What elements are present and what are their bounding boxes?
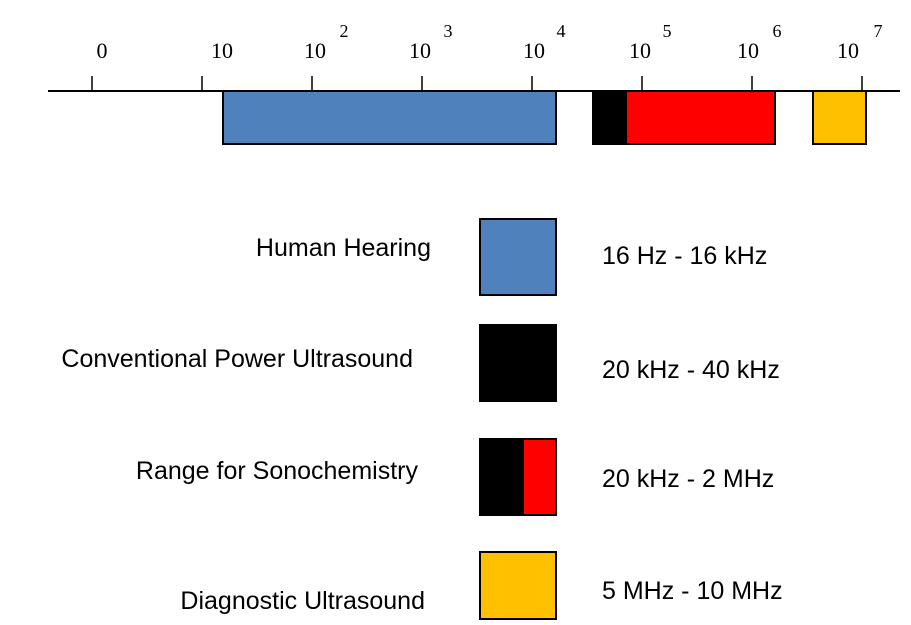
legend-range-human-hearing: 16 Hz - 16 kHz xyxy=(602,242,767,270)
axis-tick-labels: 0 10 10 2 10 3 10 4 10 5 10 6 10 7 xyxy=(97,21,883,63)
legend-swatch-power-ultrasound xyxy=(479,324,557,402)
tick-label-base: 10 xyxy=(409,38,431,63)
axis-ticks xyxy=(91,76,863,91)
tick-label-exponent: 3 xyxy=(444,21,453,41)
human-hearing-bar xyxy=(222,90,557,145)
legend: Human Hearing 16 Hz - 16 kHz Conventiona… xyxy=(61,218,783,620)
legend-label-diagnostic: Diagnostic Ultrasound xyxy=(180,587,425,615)
legend-label-sonochemistry: Range for Sonochemistry xyxy=(136,457,419,485)
legend-swatch-diagnostic xyxy=(479,551,557,620)
tick-label-base: 10 xyxy=(304,38,326,63)
tick-label-exponent: 4 xyxy=(557,21,566,41)
tick-label-exponent: 6 xyxy=(773,21,782,41)
tick-label-base: 10 xyxy=(737,38,759,63)
legend-label-human-hearing: Human Hearing xyxy=(256,234,431,262)
tick-label-10: 10 xyxy=(211,38,233,63)
diagnostic-ultrasound-bar xyxy=(812,90,867,145)
tick-label-base: 10 xyxy=(837,38,859,63)
legend-range-diagnostic: 5 MHz - 10 MHz xyxy=(602,577,783,605)
legend-label-power-ultrasound: Conventional Power Ultrasound xyxy=(61,345,413,373)
power-ultrasound-bar xyxy=(592,90,627,145)
legend-range-sonochemistry: 20 kHz - 2 MHz xyxy=(602,465,774,493)
legend-swatch-sonochemistry-high xyxy=(524,439,556,515)
tick-label-base: 10 xyxy=(629,38,651,63)
tick-label-exponent: 7 xyxy=(874,21,883,41)
frequency-bars xyxy=(222,90,867,145)
legend-swatch-sonochemistry-low xyxy=(480,439,524,515)
sonochemistry-bar xyxy=(625,90,776,145)
legend-swatch-sonochemistry-border xyxy=(479,438,557,516)
tick-label-exponent: 5 xyxy=(663,21,672,41)
tick-label-base: 10 xyxy=(523,38,545,63)
legend-swatch-human-hearing xyxy=(479,218,557,296)
legend-range-power-ultrasound: 20 kHz - 40 kHz xyxy=(602,356,780,384)
tick-label-exponent: 2 xyxy=(340,21,349,41)
tick-label-0: 0 xyxy=(97,38,108,63)
